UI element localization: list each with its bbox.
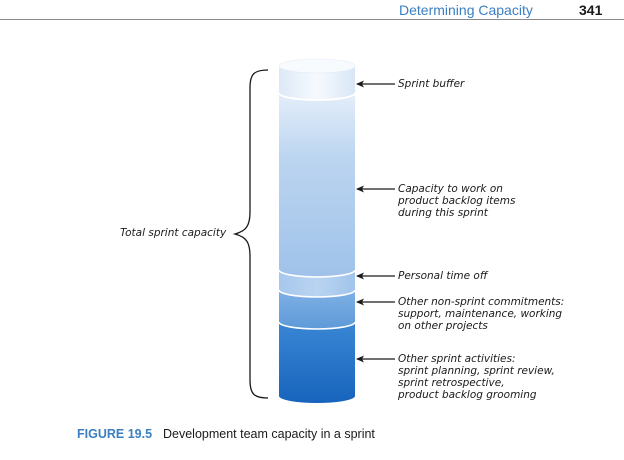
label-personal-time-off: Personal time off [398, 270, 488, 282]
segment-other-sprint-activities [279, 322, 355, 403]
segment-capacity-backlog [278, 93, 356, 278]
segment-non-sprint-commitments [278, 290, 356, 330]
label-non-sprint-commitments: Other non-sprint commitments: support, m… [398, 296, 565, 332]
label-sprint-buffer: Sprint buffer [398, 78, 465, 90]
header-rule [0, 19, 624, 20]
page-header: Determining Capacity 341 [0, 0, 624, 24]
figure-number: FIGURE 19.5 [77, 427, 153, 441]
total-capacity-brace [232, 69, 269, 399]
segment-sprint-buffer [278, 58, 356, 101]
label-capacity-backlog: Capacity to work on product backlog item… [398, 183, 516, 219]
label-sprint-activities: Other sprint activities: sprint planning… [398, 353, 555, 401]
running-head-title: Determining Capacity [399, 2, 533, 18]
figure-caption: Development team capacity in a sprint [163, 427, 375, 441]
page-number: 341 [579, 2, 603, 18]
label-total-sprint-capacity: Total sprint capacity [120, 227, 227, 239]
